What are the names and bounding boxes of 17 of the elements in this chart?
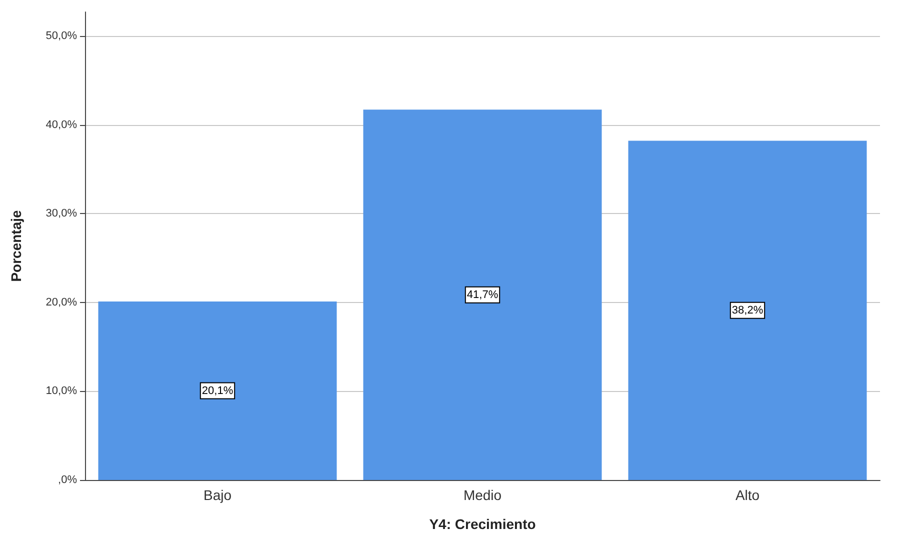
x-axis-title: Y4: Crecimiento <box>429 516 536 532</box>
y-tick-label: 10,0% <box>46 385 78 398</box>
bar <box>98 302 337 480</box>
y-axis-title: Porcentaje <box>8 210 24 282</box>
x-tick-label: Alto <box>735 487 760 503</box>
x-tick-label: Medio <box>463 487 502 503</box>
y-tick-label: 50,0% <box>46 30 78 42</box>
y-tick-label: ,0% <box>58 474 78 486</box>
bar <box>363 110 602 480</box>
y-tick-label: 30,0% <box>46 208 78 220</box>
x-tick-label: Bajo <box>203 487 232 503</box>
bar <box>628 140 867 480</box>
data-label: 38,2% <box>732 304 764 316</box>
y-tick-label: 40,0% <box>46 118 78 131</box>
data-label: 20,1% <box>202 384 234 397</box>
y-tick-label: 20,0% <box>46 296 78 308</box>
data-label: 41,7% <box>466 288 498 301</box>
